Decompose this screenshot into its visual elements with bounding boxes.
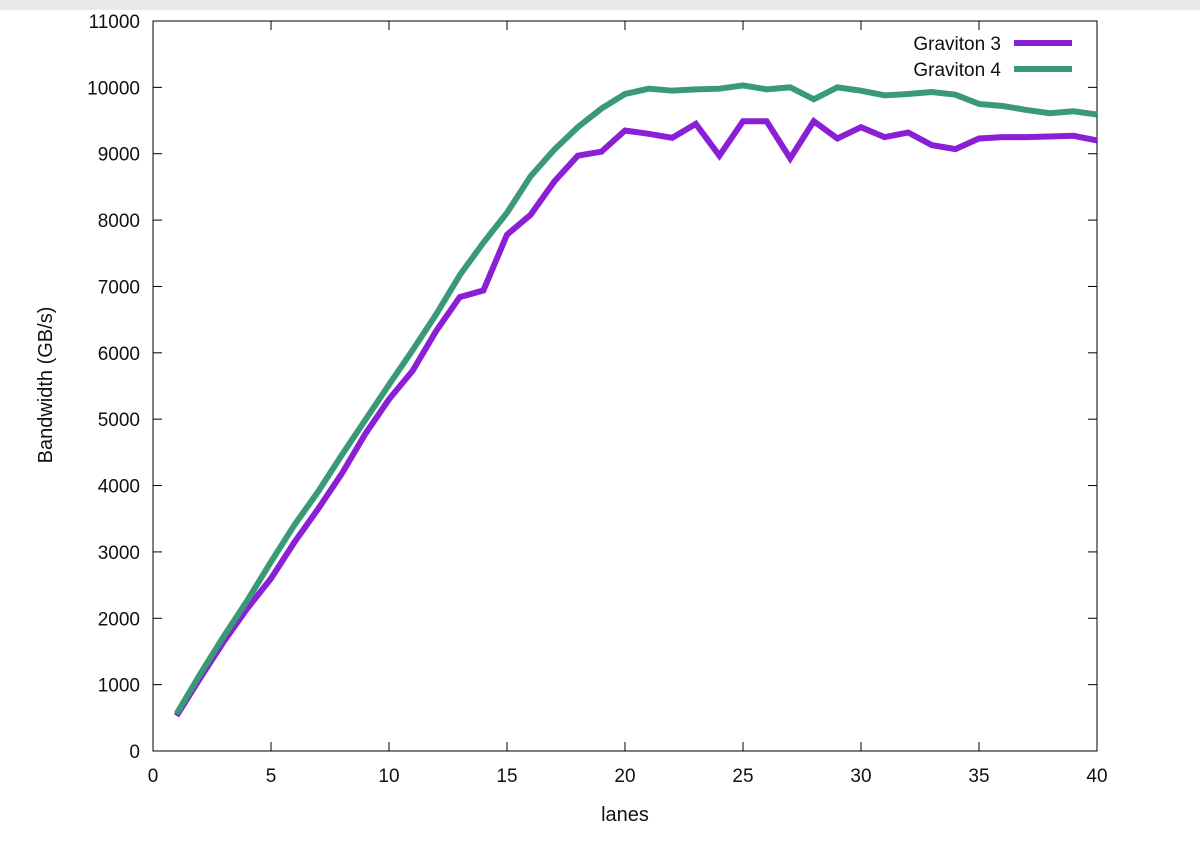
y-tick-label: 6000	[98, 344, 140, 365]
y-tick-label: 9000	[98, 145, 140, 166]
y-tick-label: 7000	[98, 277, 140, 298]
x-tick-label: 35	[968, 766, 989, 787]
legend-label-graviton-3: Graviton 3	[913, 34, 1001, 55]
top-shadow	[0, 0, 1200, 10]
y-tick-label: 11000	[89, 12, 140, 33]
legend: Graviton 3 Graviton 4	[913, 34, 1072, 81]
x-tick-label: 20	[614, 766, 635, 787]
y-tick-label: 0	[129, 742, 140, 763]
y-tick-label: 2000	[98, 609, 140, 630]
y-tick-label: 4000	[98, 477, 140, 498]
series-lines	[174, 82, 1097, 718]
series-line-graviton-4	[174, 82, 1097, 716]
x-tick-label: 0	[148, 766, 159, 787]
x-axis-title: lanes	[601, 804, 649, 826]
y-tick-label: 8000	[98, 211, 140, 232]
y-tick-label: 1000	[98, 676, 140, 697]
y-tick-label: 3000	[98, 543, 140, 564]
y-tick-label: 10000	[87, 78, 140, 99]
legend-label-graviton-4: Graviton 4	[913, 60, 1001, 81]
x-tick-label: 5	[266, 766, 277, 787]
x-tick-label: 40	[1086, 766, 1107, 787]
y-tick-label: 5000	[98, 410, 140, 431]
x-tick-label: 15	[496, 766, 517, 787]
x-axis-ticks: 0 5 10 15 20 25 30 35 40	[148, 21, 1108, 787]
y-axis-title: Bandwidth (GB/s)	[35, 307, 57, 464]
x-tick-label: 30	[850, 766, 871, 787]
x-tick-label: 25	[732, 766, 753, 787]
x-tick-label: 10	[378, 766, 399, 787]
series-line-graviton-3	[174, 116, 1097, 718]
y-axis-ticks: 0 1000 2000 3000 4000 5000 6000 7000 8000 9000 100…	[87, 12, 1097, 763]
